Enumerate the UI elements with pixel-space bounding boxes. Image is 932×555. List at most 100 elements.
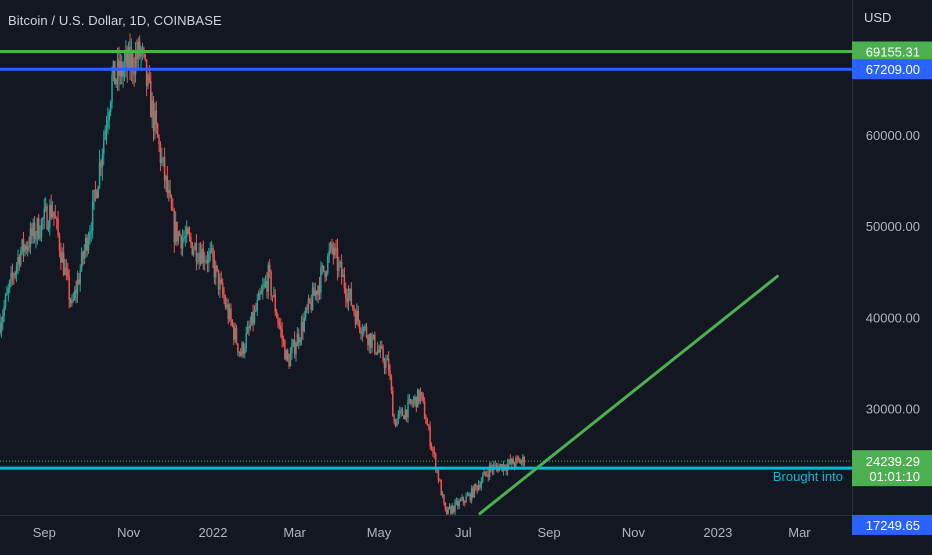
candle-body: [325, 272, 328, 278]
candle-body: [317, 286, 319, 296]
candle-body: [494, 464, 496, 466]
candle-body: [318, 286, 321, 293]
x-tick-label: Mar: [283, 525, 306, 540]
candle-body: [198, 252, 200, 261]
y-tick-label: 30000.00: [866, 402, 920, 417]
candle-body: [55, 218, 58, 220]
candle-body: [11, 272, 14, 277]
candle-body: [414, 396, 416, 401]
candle-body: [68, 276, 70, 300]
candle-body: [484, 471, 487, 475]
candle-body: [300, 321, 303, 340]
x-tick-label: Nov: [117, 525, 141, 540]
candle-body: [509, 459, 512, 464]
candle-body: [322, 265, 325, 272]
candle-body: [31, 228, 33, 237]
candle-body: [33, 222, 36, 240]
candle-body: [245, 333, 247, 349]
candle-body: [105, 127, 108, 131]
candle-body: [396, 418, 398, 427]
candle-body: [285, 350, 288, 360]
candle-body: [412, 400, 415, 405]
price-line-badge-1[interactable]: [852, 59, 932, 80]
candle-body: [275, 311, 278, 318]
price-line-badge-3[interactable]: [852, 514, 932, 535]
candle-body: [392, 390, 394, 417]
candle-body: [351, 305, 354, 308]
candle-body: [238, 351, 241, 353]
candle-body: [349, 288, 351, 294]
x-tick-label: Nov: [622, 525, 646, 540]
price-line-badge-1-text: 67209.00: [866, 62, 920, 77]
candle-body: [209, 250, 211, 254]
candle-body: [98, 162, 101, 187]
candle-body: [134, 53, 137, 75]
candle-body: [230, 308, 232, 321]
candle-body: [8, 280, 11, 289]
candle-body: [0, 323, 3, 333]
candle-body: [487, 474, 489, 477]
price-line-badge-0[interactable]: [852, 41, 932, 62]
annotation-brought-into[interactable]: Brought into: [773, 469, 843, 484]
candle-body: [466, 495, 469, 497]
candle-body: [382, 348, 384, 362]
symbol-title[interactable]: Bitcoin / U.S. Dollar, 1D, COINBASE: [8, 13, 222, 28]
candle-body: [338, 262, 340, 271]
candle-body: [165, 176, 167, 181]
candle-body: [274, 294, 276, 312]
candle-body: [383, 361, 386, 368]
candle-body: [191, 242, 194, 255]
current-price-badge[interactable]: [852, 450, 932, 487]
candle-body: [226, 304, 228, 308]
candle-body: [235, 328, 238, 344]
candle-body: [280, 325, 282, 330]
candle-body: [169, 189, 171, 197]
candle-body: [295, 346, 297, 355]
candle-body: [302, 321, 304, 332]
candle-body: [266, 281, 268, 292]
candle-body: [72, 299, 75, 301]
candle-body: [184, 236, 187, 239]
candle-body: [309, 298, 311, 303]
candle-body: [458, 500, 460, 507]
candle-body: [158, 137, 160, 145]
candle-body: [234, 328, 236, 340]
candle-body: [0, 321, 1, 333]
candle-body: [313, 287, 315, 296]
trend-line[interactable]: [478, 274, 779, 516]
price-line-badge-3-text: 17249.65: [866, 518, 920, 533]
candle-body: [419, 391, 422, 402]
candle-body: [138, 41, 141, 57]
candle-body: [480, 481, 483, 488]
candle-body: [246, 326, 249, 334]
candle-body: [320, 268, 322, 293]
candle-body: [36, 218, 39, 236]
candle-body: [13, 276, 15, 278]
candle-body: [123, 62, 126, 71]
candle-body: [331, 243, 333, 248]
candle-body: [40, 219, 43, 237]
candle-body: [516, 457, 519, 459]
candle-body: [150, 80, 152, 118]
candle-body: [170, 196, 173, 210]
candle-body: [53, 211, 55, 216]
candle-body: [495, 464, 498, 467]
candle-body: [255, 310, 257, 312]
candle-body: [281, 329, 283, 340]
candle-body: [376, 349, 379, 354]
candle-body: [71, 299, 73, 304]
candle-body: [488, 465, 491, 477]
candle-body: [479, 485, 481, 488]
candle-body: [387, 358, 390, 371]
candle-body: [454, 501, 456, 512]
candle-body: [282, 339, 285, 342]
candle-body: [15, 265, 18, 273]
candle-body: [440, 480, 442, 496]
candle-body: [183, 238, 185, 240]
candle-body: [159, 144, 162, 163]
candle-body: [327, 255, 329, 273]
candle-body: [83, 250, 86, 259]
candle-body: [448, 506, 451, 508]
